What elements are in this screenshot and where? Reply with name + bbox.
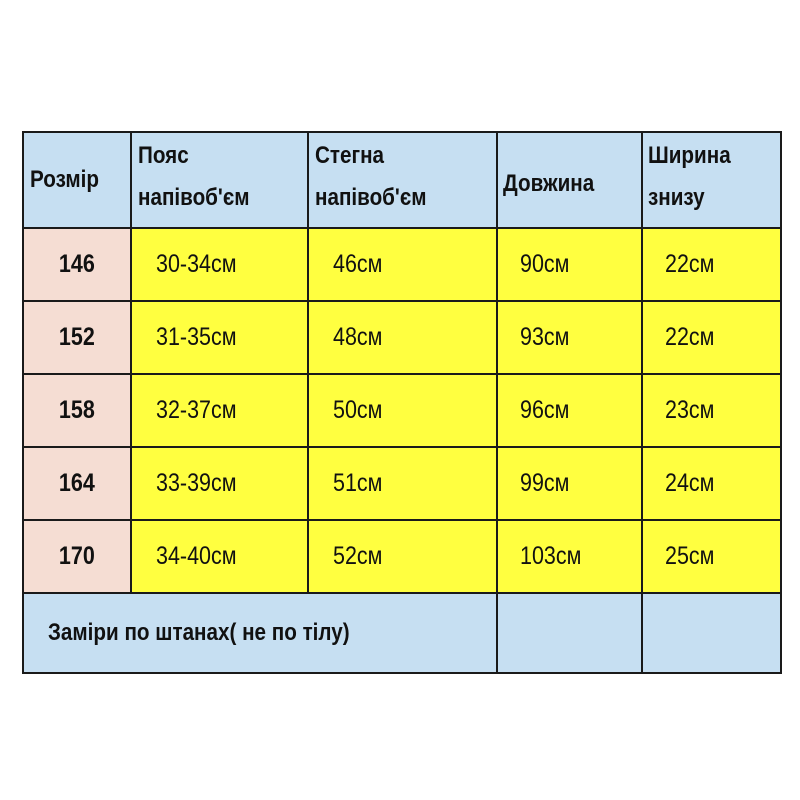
hips-value: 46см bbox=[333, 250, 383, 278]
table-row: 146 30-34см 46см 90см 22см bbox=[22, 227, 782, 302]
footer-row: Заміри по штанах( не по тілу) bbox=[22, 592, 782, 674]
size-cell: 164 bbox=[22, 446, 132, 521]
waist-value: 30-34см bbox=[156, 250, 237, 278]
table-row: 164 33-39см 51см 99см 24см bbox=[22, 446, 782, 521]
length-value: 103см bbox=[520, 542, 582, 570]
header-waist: Пояс напівоб'єм bbox=[130, 131, 309, 229]
waist-cell: 32-37см bbox=[130, 373, 309, 448]
header-waist-line2: напівоб'єм bbox=[138, 184, 250, 211]
size-cell: 170 bbox=[22, 519, 132, 594]
size-cell: 152 bbox=[22, 300, 132, 375]
bottom-cell: 22см bbox=[641, 227, 782, 302]
hips-value: 51см bbox=[333, 469, 383, 497]
length-cell: 93см bbox=[496, 300, 643, 375]
waist-cell: 30-34см bbox=[130, 227, 309, 302]
bottom-cell: 22см bbox=[641, 300, 782, 375]
bottom-value: 23см bbox=[665, 396, 715, 424]
length-value: 93см bbox=[520, 323, 570, 351]
hips-cell: 52см bbox=[307, 519, 498, 594]
header-hips-line2: напівоб'єм bbox=[315, 184, 427, 211]
waist-cell: 33-39см bbox=[130, 446, 309, 521]
footer-empty-cell bbox=[641, 592, 782, 674]
header-bottom-line2: знизу bbox=[648, 184, 705, 211]
waist-value: 31-35см bbox=[156, 323, 237, 351]
bottom-cell: 25см bbox=[641, 519, 782, 594]
header-length: Довжина bbox=[496, 131, 643, 229]
measurement-note: Заміри по штанах( не по тілу) bbox=[22, 592, 498, 674]
bottom-cell: 24см bbox=[641, 446, 782, 521]
length-cell: 103см bbox=[496, 519, 643, 594]
waist-value: 33-39см bbox=[156, 469, 237, 497]
bottom-value: 22см bbox=[665, 250, 715, 278]
size-value: 152 bbox=[59, 323, 95, 351]
table-row: 158 32-37см 50см 96см 23см bbox=[22, 373, 782, 448]
size-value: 170 bbox=[59, 542, 95, 570]
hips-cell: 51см bbox=[307, 446, 498, 521]
table-row: 170 34-40см 52см 103см 25см bbox=[22, 519, 782, 594]
bottom-cell: 23см bbox=[641, 373, 782, 448]
waist-value: 32-37см bbox=[156, 396, 237, 424]
header-bottom-line1: Ширина bbox=[648, 142, 731, 169]
length-value: 90см bbox=[520, 250, 570, 278]
measurement-note-text: Заміри по штанах( не по тілу) bbox=[48, 619, 350, 646]
header-row: Розмір Пояс напівоб'єм Стегна напівоб'єм Д… bbox=[22, 131, 782, 229]
length-value: 99см bbox=[520, 469, 570, 497]
waist-cell: 31-35см bbox=[130, 300, 309, 375]
size-value: 146 bbox=[59, 250, 95, 278]
table-row: 152 31-35см 48см 93см 22см bbox=[22, 300, 782, 375]
bottom-value: 24см bbox=[665, 469, 715, 497]
header-bottom: Ширина знизу bbox=[641, 131, 782, 229]
header-waist-line1: Пояс bbox=[138, 142, 189, 169]
length-cell: 96см bbox=[496, 373, 643, 448]
hips-cell: 48см bbox=[307, 300, 498, 375]
header-size-label: Розмір bbox=[30, 166, 99, 193]
bottom-value: 22см bbox=[665, 323, 715, 351]
hips-value: 48см bbox=[333, 323, 383, 351]
waist-cell: 34-40см bbox=[130, 519, 309, 594]
hips-value: 52см bbox=[333, 542, 383, 570]
hips-cell: 50см bbox=[307, 373, 498, 448]
hips-value: 50см bbox=[333, 396, 383, 424]
header-length-label: Довжина bbox=[503, 170, 595, 197]
length-value: 96см bbox=[520, 396, 570, 424]
size-value: 164 bbox=[59, 469, 95, 497]
size-value: 158 bbox=[59, 396, 95, 424]
waist-value: 34-40см bbox=[156, 542, 237, 570]
footer-empty-cell bbox=[496, 592, 643, 674]
hips-cell: 46см bbox=[307, 227, 498, 302]
bottom-value: 25см bbox=[665, 542, 715, 570]
length-cell: 99см bbox=[496, 446, 643, 521]
size-cell: 158 bbox=[22, 373, 132, 448]
header-hips-line1: Стегна bbox=[315, 142, 385, 169]
header-hips: Стегна напівоб'єм bbox=[307, 131, 498, 229]
header-size: Розмір bbox=[22, 131, 132, 229]
size-table: Розмір Пояс напівоб'єм Стегна напівоб'єм Д… bbox=[22, 131, 782, 674]
length-cell: 90см bbox=[496, 227, 643, 302]
size-cell: 146 bbox=[22, 227, 132, 302]
